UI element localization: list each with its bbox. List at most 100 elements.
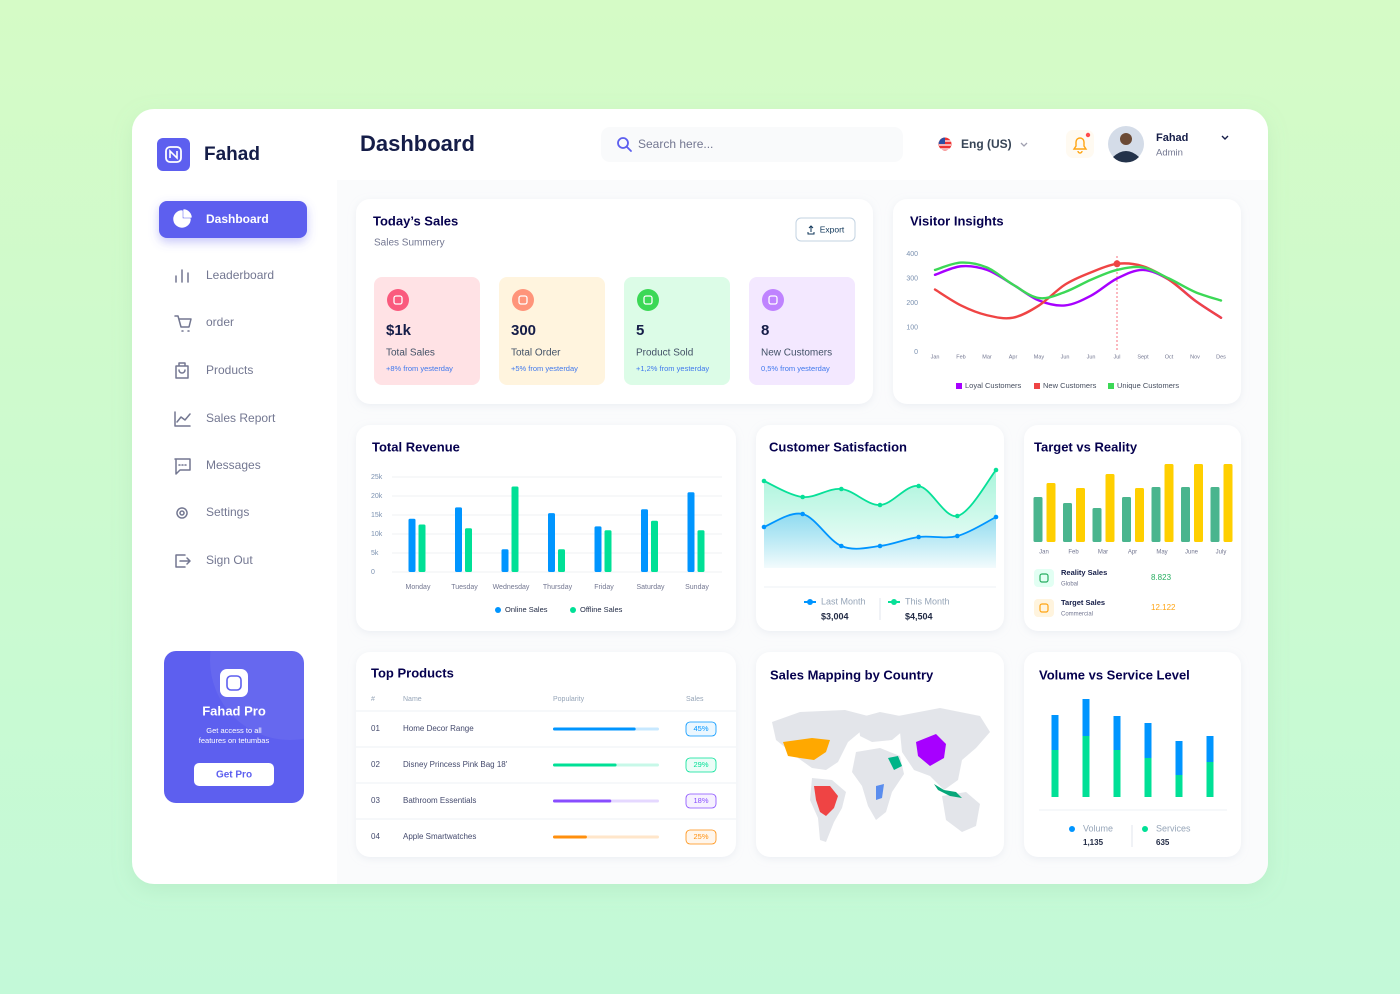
menu-item[interactable]: Products bbox=[175, 362, 253, 379]
bar bbox=[558, 549, 565, 572]
bar-segment bbox=[1144, 723, 1152, 758]
y-tick-label: 10k bbox=[371, 531, 383, 538]
bar bbox=[1046, 483, 1056, 542]
card-icon-glyph bbox=[393, 295, 403, 305]
promo-deco bbox=[210, 580, 370, 740]
search-box[interactable]: Search here... bbox=[601, 127, 903, 162]
x-tick-label: May bbox=[1156, 550, 1167, 556]
y-tick-label: 5k bbox=[371, 550, 379, 557]
column-header: Name bbox=[403, 696, 422, 703]
menu-item[interactable]: Leaderboard bbox=[175, 268, 274, 283]
bar-segment bbox=[1082, 699, 1090, 736]
menu-item[interactable]: Settings bbox=[176, 505, 249, 519]
y-tick-label: 200 bbox=[906, 300, 918, 307]
card-value: 300 bbox=[511, 322, 536, 339]
sales-value: 29% bbox=[693, 760, 708, 769]
search-bg bbox=[601, 127, 903, 162]
chart-title: Total Revenue bbox=[372, 439, 460, 454]
bar bbox=[1135, 488, 1144, 542]
legend-label: Volume bbox=[1083, 823, 1113, 833]
card-label: Product Sold bbox=[636, 348, 693, 359]
row-id: 01 bbox=[371, 724, 380, 733]
logo-mark bbox=[169, 149, 178, 160]
menu-icon bbox=[175, 269, 189, 283]
legend-swatch bbox=[807, 599, 813, 605]
avatar-head bbox=[1120, 133, 1132, 145]
panel-title: Top Products bbox=[371, 665, 454, 680]
promo-title: Fahad Pro bbox=[202, 703, 266, 718]
panel bbox=[1024, 652, 1241, 857]
legend-item: Target Sales Commercial 12.122 bbox=[1034, 598, 1176, 618]
card-value: 8 bbox=[761, 322, 769, 339]
card-label: Total Sales bbox=[386, 348, 435, 359]
sales-value: 25% bbox=[693, 832, 708, 841]
flag-canton bbox=[938, 137, 945, 144]
x-tick-label: Jan bbox=[1039, 550, 1049, 556]
legend-swatch bbox=[1034, 383, 1040, 389]
promo-text: features on tetumbas bbox=[199, 736, 270, 745]
x-tick-label: Jul bbox=[1113, 354, 1120, 360]
notifications[interactable] bbox=[1066, 130, 1094, 158]
card-label: New Customers bbox=[761, 348, 832, 359]
sales-value: 45% bbox=[693, 724, 708, 733]
legend-swatch bbox=[570, 607, 576, 613]
menu-label: Messages bbox=[206, 458, 261, 472]
bar bbox=[641, 509, 648, 572]
legend-item: Volume 1,135 bbox=[1069, 823, 1113, 847]
bar bbox=[1194, 464, 1203, 542]
legend-item: This Month $4,504 bbox=[888, 596, 950, 621]
legend-total: $3,004 bbox=[821, 611, 849, 621]
x-tick-label: Jan bbox=[931, 354, 940, 360]
user-menu[interactable]: Fahad Admin bbox=[1108, 126, 1229, 163]
language-select[interactable]: Eng (US) bbox=[938, 137, 1028, 151]
legend-swatch bbox=[956, 383, 962, 389]
legend-total: $4,504 bbox=[905, 611, 933, 621]
menu-item[interactable]: Sales Report bbox=[174, 411, 276, 427]
menu-item[interactable]: Sign Out bbox=[175, 553, 253, 568]
legend-subtitle: Commercial bbox=[1061, 612, 1093, 618]
legend-icon-glyph bbox=[1039, 573, 1049, 583]
series-point bbox=[761, 478, 767, 484]
sales-badge bbox=[685, 793, 717, 809]
bell-icon bbox=[1072, 137, 1088, 154]
row-id: 02 bbox=[371, 760, 380, 769]
x-tick-label: Monday bbox=[406, 584, 431, 591]
sales-value: 18% bbox=[693, 796, 708, 805]
y-tick-label: 100 bbox=[906, 324, 918, 331]
series-point bbox=[877, 502, 883, 508]
bar bbox=[697, 530, 705, 572]
y-tick-label: 0 bbox=[371, 569, 375, 576]
legend-swatch bbox=[1069, 826, 1075, 832]
legend-label: Unique Customers bbox=[1117, 381, 1179, 390]
legend-total: 1,135 bbox=[1083, 838, 1104, 847]
panel bbox=[1024, 425, 1241, 631]
series-point bbox=[800, 511, 805, 517]
menu-item[interactable]: order bbox=[174, 315, 234, 332]
hover-point bbox=[1113, 260, 1121, 268]
menu-icon bbox=[175, 362, 189, 379]
legend-label: Loyal Customers bbox=[965, 381, 1022, 390]
region-china bbox=[916, 734, 946, 766]
menu-label: order bbox=[206, 315, 234, 329]
x-tick-label: June bbox=[1185, 550, 1199, 556]
search-icon bbox=[617, 137, 629, 149]
y-tick-label: 25k bbox=[371, 474, 383, 481]
region-usa bbox=[783, 738, 830, 760]
x-tick-label: Jun bbox=[1061, 354, 1070, 360]
card-icon-glyph bbox=[768, 295, 778, 305]
legend-item: Reality Sales Global 8.823 bbox=[1034, 568, 1172, 588]
menu-icon bbox=[173, 209, 192, 228]
menu-item[interactable]: Messages bbox=[174, 458, 261, 475]
card-icon-glyph bbox=[518, 295, 528, 305]
button-bg bbox=[194, 763, 274, 786]
bar-segment bbox=[1144, 758, 1152, 797]
menu-item[interactable]: Dashboard bbox=[159, 201, 307, 238]
menu-icon bbox=[174, 458, 191, 475]
promo-button[interactable]: Get Pro bbox=[194, 763, 274, 786]
popularity-bar bbox=[553, 835, 587, 839]
panel bbox=[356, 652, 736, 857]
legend-total: 635 bbox=[1156, 838, 1170, 847]
chevron bbox=[1020, 142, 1028, 147]
export-button[interactable]: Export bbox=[795, 217, 856, 242]
